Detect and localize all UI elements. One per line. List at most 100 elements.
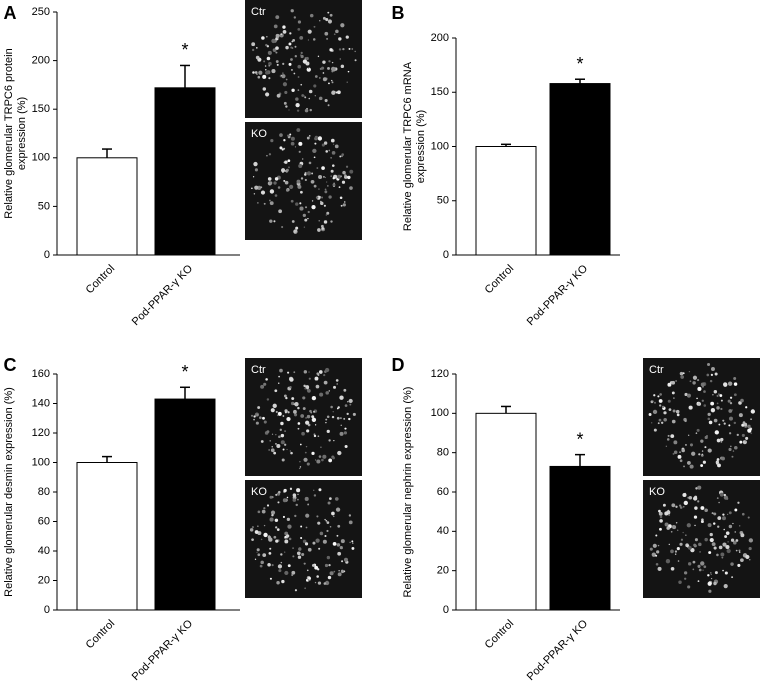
micrograph-speck	[737, 563, 741, 567]
micrograph-speck	[718, 545, 723, 550]
micrograph-speck	[308, 377, 311, 380]
micrograph-speck	[307, 503, 310, 506]
micrograph-speck	[297, 422, 301, 425]
micrograph-speck	[282, 498, 287, 503]
micrograph-speck	[351, 540, 354, 543]
bar	[549, 465, 611, 611]
micrograph-speck	[337, 174, 342, 179]
micrograph-speck	[319, 531, 324, 536]
y-tick-label: 40	[437, 525, 449, 537]
micrograph-speck	[679, 542, 683, 546]
micrograph-speck	[337, 524, 341, 528]
micrograph-speck	[280, 33, 283, 35]
micrograph-speck	[297, 427, 300, 430]
micrograph-speck	[305, 56, 309, 61]
micrograph-speck	[254, 185, 259, 190]
micrograph-speck	[348, 514, 352, 517]
micrograph-speck	[347, 70, 350, 73]
micrograph-speck	[347, 401, 349, 403]
micrograph-speck	[308, 89, 313, 94]
micrograph-speck	[672, 452, 675, 455]
micrograph-speck	[321, 143, 325, 147]
micrograph-speck	[713, 418, 718, 423]
micrograph-speck	[269, 199, 271, 202]
micrograph-speck	[697, 485, 702, 490]
micrograph-speck	[318, 455, 322, 458]
micrograph-speck	[281, 579, 285, 584]
micrograph: Ctr	[643, 358, 760, 476]
micrograph-speck	[255, 421, 259, 425]
micrograph-speck	[266, 45, 270, 48]
micrograph-speck	[289, 385, 292, 389]
micrograph-speck	[718, 501, 720, 504]
micrograph-speck	[325, 367, 330, 373]
micrograph-speck	[279, 368, 283, 373]
micrograph-speck	[691, 451, 696, 456]
micrograph-speck	[285, 534, 290, 538]
micrograph-speck	[732, 450, 735, 452]
micrograph-speck	[701, 450, 704, 452]
micrograph-speck	[300, 177, 304, 180]
micrograph-speck	[298, 547, 302, 551]
micrograph-speck	[325, 519, 328, 522]
micrograph-speck	[693, 543, 697, 547]
micrograph-speck	[677, 560, 680, 562]
micrograph-speck	[713, 522, 716, 525]
micrograph-speck	[673, 397, 675, 399]
micrograph-speck	[297, 64, 302, 69]
micrograph-speck	[263, 382, 267, 386]
micrograph-speck	[745, 406, 748, 409]
micrograph-speck	[307, 218, 309, 220]
micrograph-speck	[305, 61, 310, 66]
micrograph-speck	[710, 367, 715, 371]
micrograph-speck	[334, 497, 339, 501]
micrograph-speck	[272, 403, 277, 408]
micrograph-speck	[667, 399, 671, 403]
micrograph-speck	[305, 445, 308, 448]
micrograph-speck	[743, 422, 748, 427]
micrograph-speck	[269, 495, 273, 499]
micrograph-speck	[664, 511, 669, 516]
micrograph-label: Ctr	[251, 364, 266, 376]
micrograph-speck	[297, 27, 301, 31]
micrograph-speck	[741, 512, 745, 516]
micrograph-speck	[710, 573, 712, 576]
micrograph-speck	[349, 541, 351, 544]
micrograph-speck	[284, 160, 288, 164]
micrograph-speck	[748, 546, 752, 551]
micrograph-speck	[280, 553, 283, 556]
micrograph-speck	[710, 401, 715, 406]
micrograph-speck	[330, 66, 336, 72]
micrograph-speck	[333, 33, 336, 36]
micrograph-speck	[697, 402, 702, 406]
micrograph-speck	[302, 158, 304, 160]
micrograph-speck	[682, 531, 684, 534]
micrograph-speck	[304, 496, 309, 501]
micrograph-bg	[245, 480, 362, 598]
micrograph-speck	[318, 174, 323, 180]
micrograph-speck	[254, 558, 257, 560]
micrograph-speck	[297, 493, 299, 496]
y-tick-label: 200	[32, 55, 50, 67]
micrograph-speck	[652, 409, 658, 415]
micrograph-speck	[339, 196, 343, 200]
micrograph-speck	[343, 388, 347, 392]
micrograph-speck	[689, 443, 694, 447]
micrograph-speck	[696, 378, 700, 382]
micrograph-speck	[281, 74, 286, 79]
micrograph-speck	[269, 181, 273, 185]
micrograph-speck	[704, 435, 708, 440]
micrograph-speck	[276, 63, 279, 66]
micrograph-speck	[299, 443, 302, 446]
micrograph-speck	[740, 398, 744, 403]
micrograph-speck	[303, 384, 306, 388]
micrograph-bg	[643, 480, 760, 598]
micrograph-speck	[659, 404, 662, 407]
micrograph-speck	[677, 454, 682, 459]
micrograph-speck	[316, 568, 320, 571]
micrograph-speck	[300, 190, 303, 194]
micrograph-speck	[323, 176, 325, 178]
micrograph-label: KO	[251, 128, 267, 140]
micrograph-speck	[311, 200, 314, 202]
micrograph-speck	[270, 408, 275, 413]
